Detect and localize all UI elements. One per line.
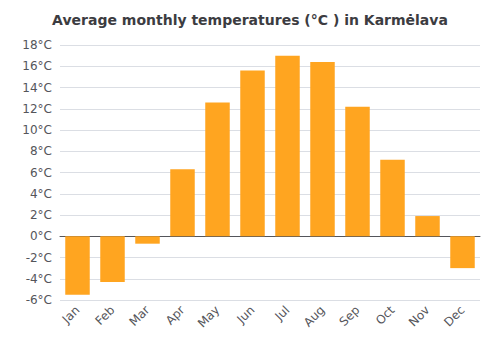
svg-text:Jun: Jun — [234, 303, 258, 327]
svg-text:-2°C: -2°C — [26, 251, 52, 265]
svg-text:Sep: Sep — [337, 303, 363, 329]
svg-text:0°C: 0°C — [30, 229, 52, 243]
svg-text:May: May — [195, 303, 222, 330]
svg-text:12°C: 12°C — [22, 102, 52, 116]
svg-text:Dec: Dec — [441, 303, 467, 329]
svg-text:10°C: 10°C — [22, 123, 52, 137]
svg-text:Average monthly temperatures (: Average monthly temperatures (°C ) in Ka… — [52, 12, 448, 28]
svg-text:Jan: Jan — [59, 303, 83, 327]
svg-text:Nov: Nov — [406, 303, 432, 329]
svg-text:2°C: 2°C — [30, 208, 52, 222]
svg-text:Mar: Mar — [127, 303, 153, 329]
svg-text:8°C: 8°C — [30, 144, 52, 158]
svg-text:-6°C: -6°C — [26, 293, 52, 307]
svg-text:14°C: 14°C — [22, 81, 52, 95]
svg-text:-4°C: -4°C — [26, 272, 52, 286]
svg-text:16°C: 16°C — [22, 59, 52, 73]
svg-text:Aug: Aug — [301, 303, 327, 329]
svg-text:Feb: Feb — [93, 303, 118, 328]
svg-text:18°C: 18°C — [22, 38, 52, 52]
svg-text:6°C: 6°C — [30, 166, 52, 180]
svg-text:4°C: 4°C — [30, 187, 52, 201]
svg-text:Oct: Oct — [373, 303, 398, 328]
svg-text:Apr: Apr — [163, 303, 188, 328]
svg-text:Jul: Jul — [272, 303, 293, 324]
